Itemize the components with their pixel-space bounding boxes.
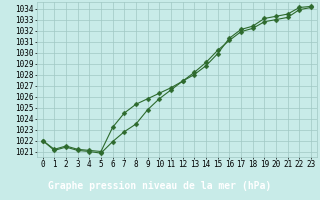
Text: Graphe pression niveau de la mer (hPa): Graphe pression niveau de la mer (hPa) <box>48 181 272 191</box>
